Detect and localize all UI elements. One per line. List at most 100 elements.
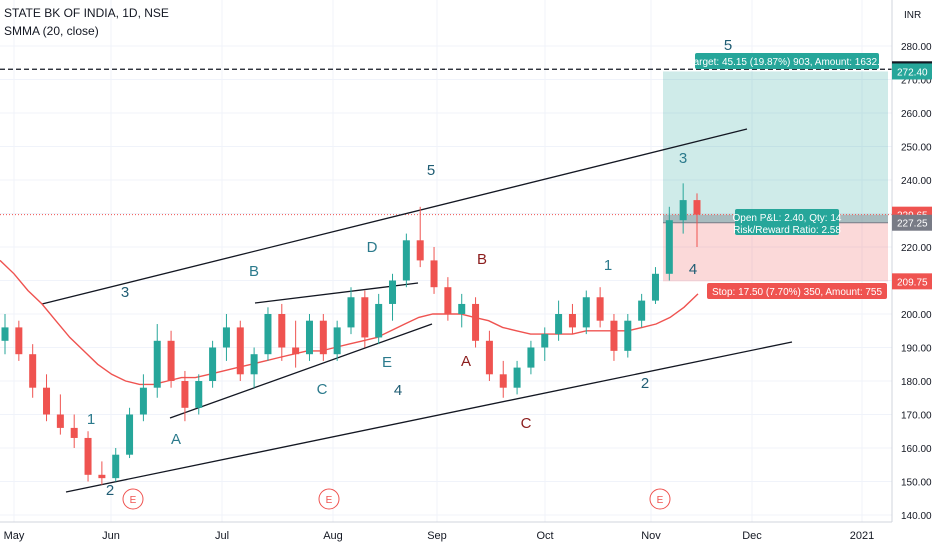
target-label-text: Target: 45.15 (19.87%) 903, Amount: 1632… [689,57,886,68]
candle-body [139,387,147,415]
chart-title: STATE BK OF INDIA, 1D, NSE [4,6,169,20]
price-tick-label: 260.00 [901,109,932,120]
candle-body [292,347,300,355]
currency-label: INR [904,10,921,21]
price-tick-label: 160.00 [901,444,932,455]
price-tick-label: 250.00 [901,143,932,154]
candle-body [402,240,410,281]
candle-body [209,347,217,381]
earnings-marker-label: E [657,495,664,506]
price-tick-label: 170.00 [901,411,932,422]
candle-body [499,374,507,388]
price-tick-label: 280.00 [901,42,932,53]
candle-body [513,367,521,388]
earnings-marker [122,488,144,510]
candle-body [596,297,604,321]
wave-label: 1 [87,411,95,428]
candle-body [444,287,452,314]
candle-body [651,273,659,301]
candle-body [610,320,618,351]
candle-body [624,320,632,351]
candle-body [43,387,51,415]
price-tick-label: 220.00 [901,243,932,254]
wave-label: 2 [641,375,649,392]
wave-label: 4 [689,261,697,278]
candle-body [70,427,78,438]
candle-body [555,314,563,335]
time-tick-label: May [4,530,25,542]
price-tick-label: 140.00 [901,511,932,522]
wave-label: D [367,239,378,256]
candle-body [693,200,701,215]
candle-body [305,320,313,355]
wave-label: C [521,415,532,432]
time-tick-label: Dec [742,530,762,542]
wave-label: B [249,263,259,280]
candle-body [361,297,369,338]
wave-label: 4 [394,382,402,399]
wave-label: 1 [604,257,612,274]
wave-label: A [461,353,471,370]
time-tick-label: Sep [427,530,447,542]
time-tick-label: Jul [215,530,229,542]
time-tick-label: Nov [641,530,661,542]
trend-line [65,341,793,493]
candle-body [1,327,9,341]
candle-body [582,297,590,328]
wave-label: 5 [427,162,435,179]
price-tag [892,273,932,290]
time-tick-label: Jun [102,530,120,542]
candle-body [568,314,576,328]
candle-body [638,300,646,321]
candle-body [98,474,106,479]
candle-body [527,347,535,368]
candle-body [665,220,673,274]
pnl-label-text: Open P&L: 2.40, Qty: 14 [733,213,842,224]
candle-body [236,327,244,375]
price-tag-label: 227.25 [897,219,928,230]
time-tick-label: Aug [323,530,343,542]
trend-line [169,323,433,419]
target-label [695,53,879,69]
pnl-label-text: Risk/Reward Ratio: 2.58 [733,225,841,236]
candle-body [264,314,272,355]
candle-body [29,354,37,388]
candle-body [56,414,64,428]
earnings-marker-label: E [130,495,137,506]
earnings-marker [649,488,671,510]
candle-body [195,381,203,408]
candle-body [485,340,493,375]
candle-body [389,280,397,304]
candle-body [167,340,175,381]
stop-label-text: Stop: 17.50 (7.70%) 350, Amount: 755 [712,287,883,298]
candle-body [319,320,327,355]
target-zone [663,71,888,223]
candle-body [84,437,92,475]
price-tick-label: 240.00 [901,176,932,187]
candle-body [472,303,480,341]
wave-label: B [477,251,487,268]
chart-legend: STATE BK OF INDIA, 1D, NSE SMMA (20, clo… [4,4,169,40]
candle-body [15,327,23,355]
candle-body [126,414,134,455]
candle-body [375,303,383,338]
price-tick-label: 200.00 [901,310,932,321]
time-tick-label: Oct [536,530,553,542]
wave-label: 3 [121,284,129,301]
candle-body [541,334,549,348]
candle-body [278,314,286,348]
time-tick-label: 2021 [850,530,874,542]
price-tag-label: 209.75 [897,277,928,288]
stop-label [707,283,887,299]
price-tick-label: 270.00 [901,76,932,87]
wave-label: 3 [679,150,687,167]
candle-body [679,200,687,221]
trend-line [41,128,748,305]
candle-body [416,240,424,261]
wave-label: A [171,431,181,448]
candle-body [430,260,438,288]
wave-label: 5 [724,37,732,54]
wave-label: 2 [106,482,114,499]
